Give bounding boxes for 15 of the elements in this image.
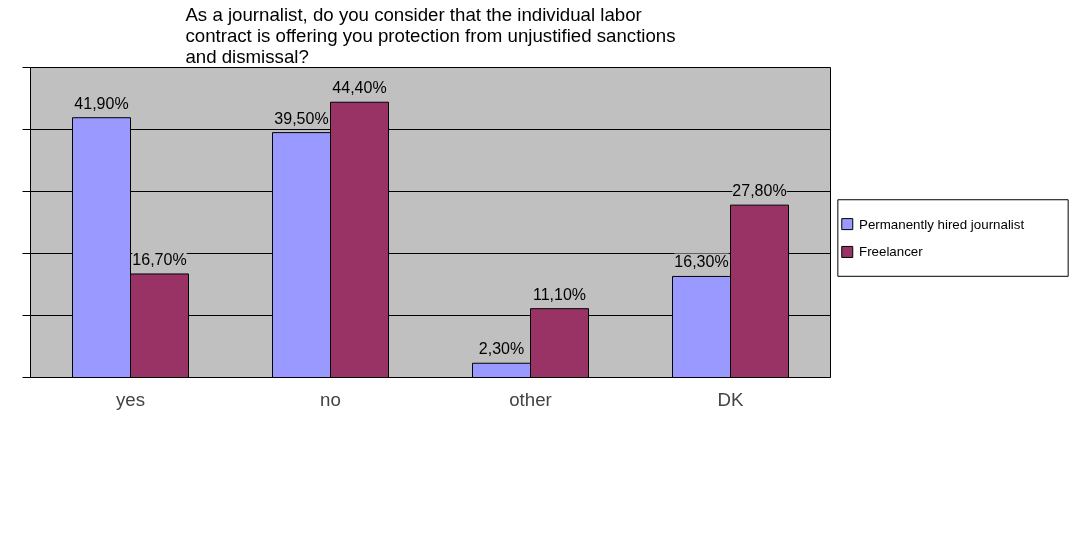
data-label: 27,80% [732, 182, 787, 200]
data-label: 16,70% [132, 250, 187, 268]
data-label: 16,30% [674, 253, 729, 271]
x-tick-label: other [509, 388, 552, 410]
data-label: 44,40% [332, 79, 387, 97]
data-label: 39,50% [274, 109, 329, 127]
x-tick-label: yes [115, 388, 146, 410]
data-label: 2,30% [478, 340, 525, 358]
data-label: 11,10% [532, 285, 587, 303]
chart-title: As a journalist, do you consider that the individual labor contract is offering you protection from unjustified sanctions and dismissal? [185, 3, 676, 67]
x-tick-label: DK [717, 388, 745, 410]
legend-label: Freelancer [859, 244, 924, 260]
legend-label: Permanently hired journalist [859, 216, 1025, 232]
x-tick-label: no [320, 388, 341, 410]
data-label: 41,90% [74, 94, 129, 112]
